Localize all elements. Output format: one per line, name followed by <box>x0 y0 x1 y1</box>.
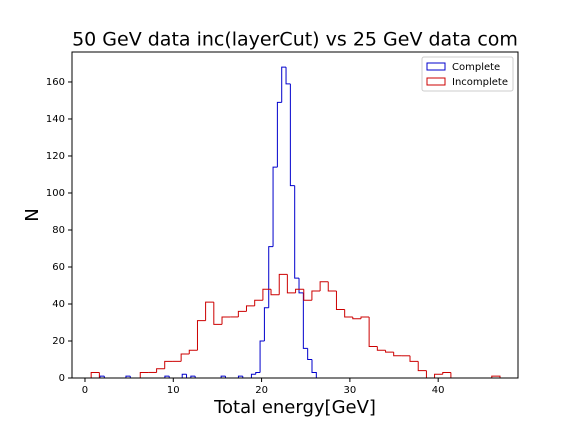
bar <box>276 101 282 168</box>
bar <box>303 289 312 301</box>
y-tick-label: 0 <box>59 373 65 384</box>
bar <box>344 309 353 318</box>
bar <box>450 372 460 379</box>
bar <box>425 370 435 379</box>
bar <box>164 360 173 369</box>
x-tick-label: 0 <box>82 385 88 396</box>
y-tick-label: 140 <box>46 114 65 125</box>
bar <box>262 288 272 301</box>
bar <box>298 278 304 294</box>
bar <box>278 273 288 295</box>
bar <box>190 375 196 378</box>
chart-title: 50 GeV data inc(layerCut) vs 25 GeV data… <box>72 29 518 51</box>
bar <box>272 166 278 247</box>
bar <box>335 291 345 311</box>
bar <box>98 372 108 379</box>
legend-label: Complete <box>452 62 500 73</box>
bar <box>180 353 190 362</box>
bar <box>294 185 300 279</box>
bar <box>259 340 265 373</box>
x-axis-label: Total energy[GeV] <box>213 397 376 418</box>
y-tick-label: 20 <box>52 336 65 347</box>
bar <box>442 371 451 375</box>
bar <box>417 361 427 372</box>
bar <box>221 316 231 325</box>
bar <box>220 375 226 378</box>
bar <box>263 307 269 341</box>
bar <box>434 373 443 378</box>
bar <box>181 373 187 378</box>
y-tick-label: 120 <box>46 151 65 162</box>
bar <box>237 310 247 317</box>
bar <box>254 299 263 306</box>
legend-swatch <box>426 77 446 86</box>
bar <box>268 246 274 308</box>
y-tick-label: 40 <box>52 299 65 310</box>
bar <box>295 288 304 293</box>
bar <box>186 374 191 379</box>
x-tick-label: 40 <box>432 385 445 396</box>
legend-swatch <box>426 62 446 71</box>
bar <box>352 316 362 320</box>
bar <box>286 274 296 294</box>
x-tick-label: 10 <box>167 385 180 396</box>
bar <box>139 371 149 378</box>
bar <box>125 375 131 378</box>
bar <box>385 350 394 353</box>
bar <box>99 375 105 378</box>
x-tick-label: 30 <box>344 385 357 396</box>
bar <box>360 316 370 319</box>
bar <box>368 316 378 348</box>
bar <box>196 320 206 351</box>
bar <box>393 352 402 357</box>
bar <box>270 289 280 296</box>
bar <box>164 375 170 378</box>
y-axis-label: N <box>22 208 43 221</box>
y-tick-label: 60 <box>52 262 65 273</box>
bar <box>311 290 321 301</box>
bar <box>237 375 243 378</box>
bar <box>281 66 287 103</box>
bar <box>327 281 337 292</box>
bar <box>491 375 501 378</box>
legend-label: Incomplete <box>452 77 508 88</box>
bar <box>245 305 255 312</box>
bar <box>302 292 308 349</box>
bar <box>205 301 214 321</box>
bar <box>285 67 291 85</box>
bar <box>376 346 386 351</box>
bar <box>307 348 312 360</box>
bar <box>409 355 419 362</box>
plot-frame <box>71 51 519 379</box>
bar <box>90 371 100 378</box>
bar <box>188 349 198 354</box>
bar <box>311 359 317 378</box>
bar <box>250 373 256 378</box>
bar <box>156 368 165 373</box>
y-tick-label: 100 <box>46 188 65 199</box>
x-tick-label: 20 <box>255 385 268 396</box>
bar <box>289 83 295 187</box>
y-tick-label: 80 <box>52 225 65 236</box>
bar <box>255 371 261 375</box>
y-tick-label: 160 <box>46 77 65 88</box>
bar <box>319 281 329 292</box>
bar <box>213 302 223 325</box>
